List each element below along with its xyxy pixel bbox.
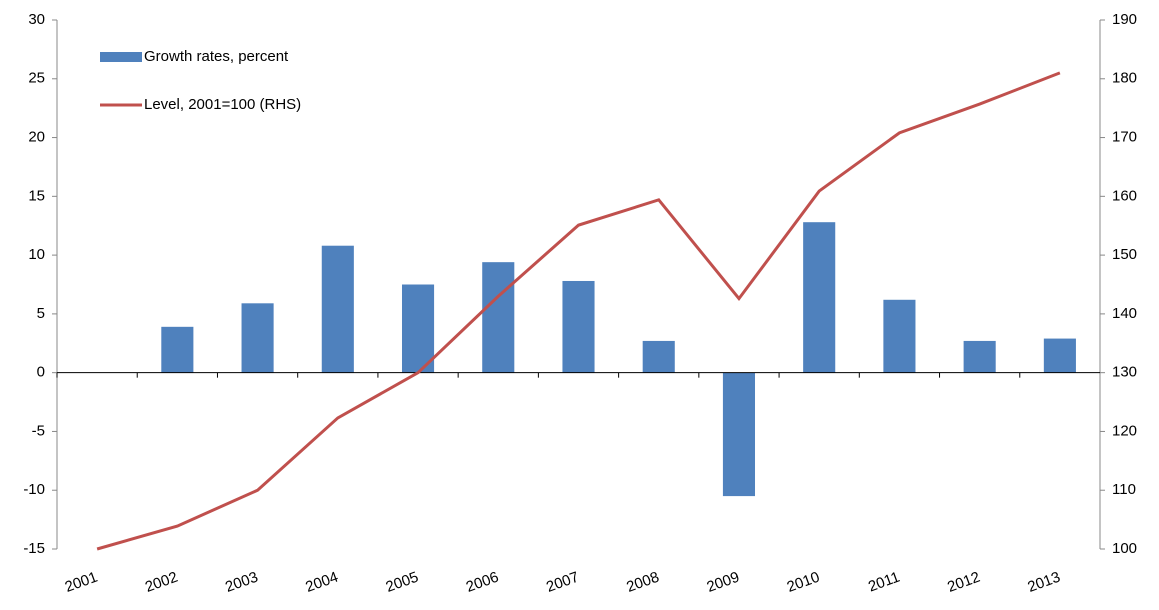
- y-tick-label: 30: [28, 11, 45, 28]
- x-tick-label: 2006: [464, 569, 501, 596]
- bar: [803, 222, 836, 373]
- x-tick-label: 2002: [143, 569, 180, 596]
- x-tick-label: 2004: [303, 569, 340, 596]
- x-tick-label: 2005: [384, 569, 421, 596]
- bar: [642, 340, 675, 373]
- y-tick-label: -15: [23, 540, 45, 557]
- bar: [161, 326, 194, 373]
- y-tick-label: 5: [37, 305, 45, 322]
- x-tick-label: 2007: [544, 569, 581, 596]
- y2-tick-label: 190: [1112, 11, 1137, 28]
- y2-tick-label: 130: [1112, 364, 1137, 381]
- y-tick-label: -5: [32, 422, 45, 439]
- x-tick-label: 2001: [63, 569, 100, 596]
- y-tick-label: -10: [23, 481, 45, 498]
- bar: [883, 299, 916, 373]
- bar: [722, 372, 756, 497]
- bar: [482, 262, 515, 373]
- x-tick-label: 2010: [785, 569, 822, 596]
- x-tick-label: 2013: [1025, 569, 1062, 596]
- y2-tick-label: 170: [1112, 129, 1137, 146]
- bar: [1043, 338, 1076, 373]
- y-tick-label: 10: [28, 246, 45, 263]
- bar: [562, 280, 595, 373]
- bar: [401, 284, 435, 373]
- legend-swatch: [100, 52, 142, 62]
- y-tick-label: 25: [28, 70, 45, 87]
- x-tick-label: 2012: [945, 569, 982, 596]
- legend-label: Level, 2001=100 (RHS): [144, 96, 301, 113]
- y2-tick-label: 160: [1112, 187, 1137, 204]
- y-tick-label: 15: [28, 187, 45, 204]
- x-tick-label: 2009: [705, 569, 742, 596]
- y2-tick-label: 120: [1112, 422, 1137, 439]
- y2-tick-label: 100: [1112, 540, 1137, 557]
- bar: [241, 303, 274, 373]
- x-tick-label: 2003: [223, 569, 260, 596]
- y2-tick-label: 140: [1112, 305, 1137, 322]
- y-tick-label: 20: [28, 129, 45, 146]
- x-tick-label: 2008: [624, 569, 661, 596]
- y-tick-label: 0: [37, 364, 45, 381]
- line: [96, 71, 1061, 551]
- x-tick-label: 2011: [866, 569, 902, 596]
- bar: [321, 245, 354, 373]
- bar: [963, 340, 996, 373]
- y2-tick-label: 180: [1112, 70, 1137, 87]
- y2-tick-label: 150: [1112, 246, 1137, 263]
- y2-tick-label: 110: [1112, 481, 1136, 498]
- legend-label: Growth rates, percent: [144, 48, 289, 65]
